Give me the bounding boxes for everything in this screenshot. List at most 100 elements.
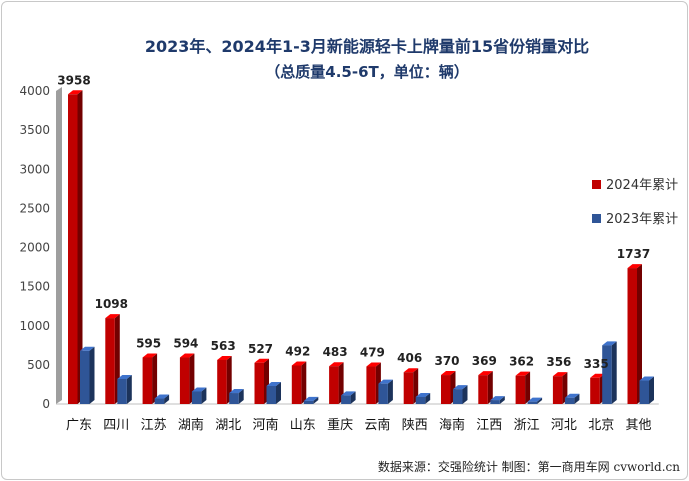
bar-2023 [527, 397, 543, 404]
bar-2023-front [117, 378, 127, 404]
bar-2024-top [105, 314, 120, 319]
bar-2024-side [525, 371, 531, 404]
bar-2024 [68, 90, 83, 404]
data-label: 595 [136, 336, 161, 350]
bar-2024-front [291, 365, 302, 404]
bar-2023 [564, 393, 580, 404]
data-label: 479 [360, 346, 385, 360]
y-tick-label: 3500 [19, 123, 50, 137]
bar-2024 [478, 371, 493, 404]
y-axis-wall [56, 87, 62, 404]
bar-2024-top [627, 264, 642, 269]
bar-2024-front [217, 359, 227, 404]
bar-2023-top [378, 379, 393, 384]
bar-2023-top [341, 391, 356, 396]
bar-2023-top [415, 392, 431, 397]
x-tick-label: 四川 [103, 418, 129, 433]
bar-2024-top [329, 362, 344, 367]
bar-2024-side [152, 353, 158, 404]
bar-2023-side [238, 389, 244, 404]
legend: 2024年累计 2023年累计 [592, 178, 678, 227]
bar-2023-front [303, 400, 314, 404]
bar-2024-front [179, 357, 190, 404]
bar-2023-front [154, 398, 165, 404]
bar-2024-side [413, 368, 419, 404]
legend-swatch-2024 [592, 180, 601, 189]
bar-2024-top [590, 373, 605, 378]
bar-2023-top [639, 376, 654, 381]
bar-2023-front [527, 401, 538, 404]
bar-2023 [80, 346, 95, 404]
bar-2023-side [350, 391, 356, 404]
bar-2024-side [301, 361, 307, 404]
bar-2024-top [179, 353, 195, 358]
bar-2023-side [164, 394, 170, 404]
bar-2024-top [403, 368, 419, 373]
bar-2024-side [77, 90, 83, 404]
legend-label-2023: 2023年累计 [606, 212, 678, 227]
bar-2024 [552, 372, 568, 404]
bar-2023-front [266, 386, 276, 404]
bar-2023 [266, 382, 281, 404]
data-label: 527 [248, 342, 273, 356]
x-tick-label: 北京 [588, 418, 614, 433]
data-label: 594 [173, 337, 198, 351]
bar-2023-top [80, 346, 95, 351]
bar-2024-top [291, 361, 307, 366]
bar-2024-side [562, 372, 568, 404]
bar-2024 [627, 264, 642, 404]
y-tick-label: 4000 [19, 84, 50, 98]
bar-2023-top [602, 341, 617, 346]
bar-2024-front [590, 377, 600, 404]
bar-2023-top [229, 389, 244, 394]
bar-2023-side [537, 397, 543, 404]
y-tick-label: 1500 [19, 280, 50, 294]
bar-2023 [117, 374, 132, 404]
bar-2023-side [425, 392, 431, 404]
data-label: 3958 [57, 73, 90, 87]
bar-2024-front [403, 372, 414, 404]
x-tick-label: 陕西 [402, 418, 428, 433]
bar-2023-front [80, 350, 90, 404]
bar-2023-side [611, 341, 617, 404]
data-label: 362 [509, 355, 534, 369]
bar-2023 [341, 391, 356, 404]
bar-2023-front [453, 389, 463, 404]
chart-subtitle: （总质量4.5-6T，单位：辆） [265, 63, 468, 81]
x-tick-label: 河北 [551, 418, 577, 433]
bar-2024 [329, 362, 344, 404]
bar-2024-front [142, 357, 153, 404]
legend-swatch-2023 [592, 214, 601, 223]
data-label: 406 [397, 351, 422, 365]
bars [68, 90, 654, 404]
bar-2023 [453, 385, 468, 404]
y-tick-label: 2500 [19, 201, 50, 215]
y-tick-label: 1000 [19, 319, 50, 333]
bar-2024-top [552, 372, 568, 377]
legend-label-2024: 2024年累计 [606, 178, 678, 193]
data-label: 563 [211, 339, 236, 353]
y-tick-label: 2000 [19, 241, 50, 255]
bar-2024-front [552, 376, 563, 404]
bar-2024 [515, 371, 531, 404]
bar-2024-front [105, 318, 115, 404]
bar-2024-top [441, 371, 456, 376]
data-label: 369 [472, 354, 497, 368]
bar-2023-top [564, 393, 580, 398]
bar-2023-top [527, 397, 543, 402]
bar-2023-side [276, 382, 281, 404]
bar-2023 [154, 394, 170, 404]
bar-2023 [415, 392, 431, 404]
bar-2024-front [329, 366, 339, 404]
bar-2023-top [154, 394, 170, 399]
x-tick-label: 江苏 [141, 417, 167, 433]
x-tick-label: 广东 [66, 418, 92, 433]
bar-2024-top [142, 353, 158, 358]
bar-2023-front [415, 396, 426, 404]
bar-2023-side [201, 387, 207, 404]
data-labels: 3958 1098 595 594 563 527 492 483 479 406 370 369 36… [57, 73, 650, 370]
bar-2024-side [338, 362, 344, 404]
bar-2023-top [117, 374, 132, 379]
x-tick-label: 重庆 [327, 417, 353, 433]
bar-2023-side [462, 385, 468, 404]
